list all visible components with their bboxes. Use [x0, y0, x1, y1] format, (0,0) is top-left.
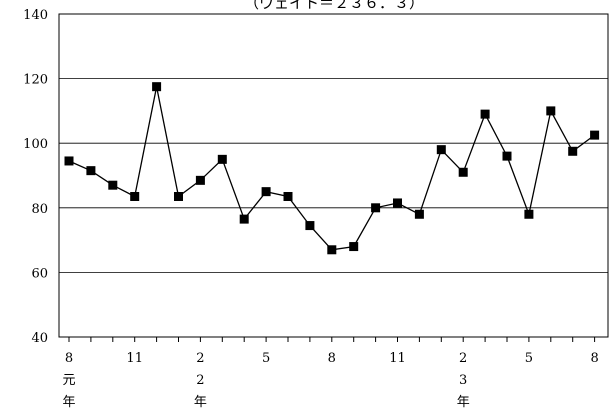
x-tick-label: 5: [262, 351, 270, 366]
data-point: [371, 203, 381, 213]
x-tick-label: 8: [328, 351, 336, 366]
data-point: [64, 156, 74, 166]
data-point: [283, 191, 293, 201]
data-point: [590, 130, 600, 140]
data-point: [524, 209, 534, 219]
plot-frame: [58, 13, 609, 338]
series-line: [68, 86, 595, 251]
y-tick-label: 140: [23, 8, 48, 23]
x-tick-label: 2: [459, 351, 467, 366]
x-tick-label: 5: [525, 351, 533, 366]
data-point: [327, 245, 337, 255]
data-point: [86, 166, 96, 176]
data-point: [195, 175, 205, 185]
data-point: [414, 209, 424, 219]
data-point: [152, 82, 162, 92]
x-tick-label: 8: [590, 351, 598, 366]
data-point: [174, 191, 183, 201]
data-point: [349, 242, 359, 252]
x-year-label: 年: [457, 395, 470, 410]
x-tick-label: 8: [65, 351, 73, 366]
y-tick-label: 60: [31, 266, 48, 281]
data-point: [568, 146, 578, 156]
data-point: [130, 191, 140, 201]
data-point: [436, 145, 446, 155]
x-tick-label: 2: [196, 351, 204, 366]
y-tick-label: 80: [31, 202, 48, 217]
data-point: [502, 151, 512, 161]
data-point: [261, 187, 271, 197]
chart-title: （ウェイト＝２３６．３）: [244, 0, 424, 12]
data-point: [546, 106, 556, 116]
data-point: [480, 109, 490, 119]
data-point: [458, 167, 468, 177]
y-axis: 40 60 80 100 120 140: [23, 8, 48, 346]
data-point: [108, 180, 118, 190]
data-point: [239, 214, 249, 224]
data-point: [217, 154, 227, 164]
x-year-label: 3: [459, 373, 467, 388]
y-tick-label: 120: [23, 73, 48, 88]
x-tick-label: 11: [126, 351, 143, 366]
y-tick-label: 40: [31, 331, 48, 346]
y-tick-label: 100: [23, 137, 48, 152]
x-year-label: 年: [194, 395, 207, 410]
x-year-label: 2: [196, 373, 204, 388]
data-point: [393, 198, 402, 208]
x-tick-label: 11: [389, 351, 406, 366]
data-point: [305, 221, 315, 231]
series-markers: [64, 82, 600, 255]
x-year-label: 年: [62, 395, 75, 410]
x-year-label: 元: [62, 373, 75, 388]
gridlines: [59, 78, 608, 273]
